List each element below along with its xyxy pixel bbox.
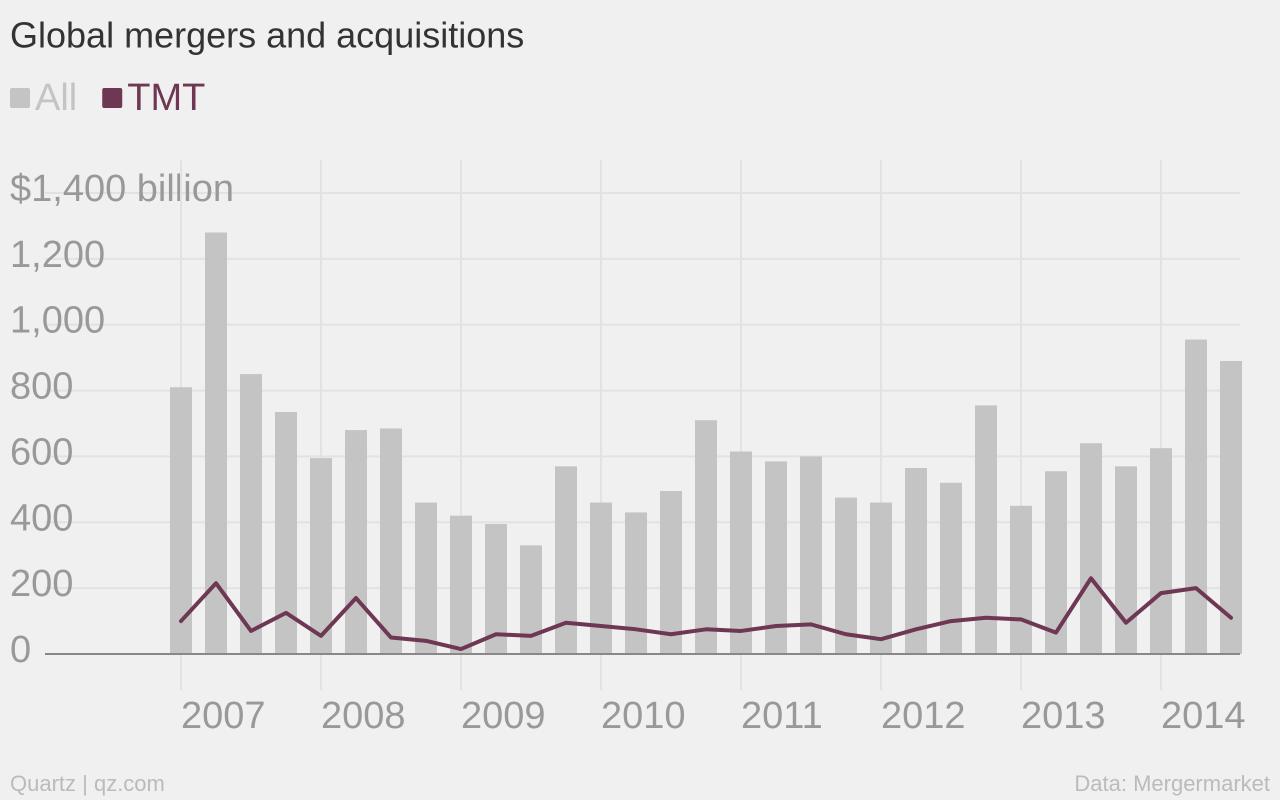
bar [345,430,367,654]
legend-swatch [102,88,123,108]
line [179,576,1233,652]
x-tick-label: 2011 [741,695,823,737]
chart-title: Global mergers and acquisitions [10,15,524,56]
bar [1185,339,1207,654]
bar [940,482,962,654]
source-left: Quartz | qz.com [10,771,165,796]
bar [625,512,647,654]
bar [170,387,192,654]
x-tick-label: 2007 [181,695,266,737]
legend-label: All [35,77,77,119]
bar [415,502,437,654]
bar [1045,471,1067,654]
bar [450,515,472,654]
bar [1010,505,1032,654]
bar [205,232,227,654]
bar [800,456,822,654]
x-tick-label: 2013 [1021,695,1106,737]
bar [660,491,682,654]
bar [835,497,857,654]
legend-label: TMT [127,77,205,119]
bar [1080,443,1102,654]
bar [555,466,577,654]
bar [275,411,297,654]
y-tick-label: 800 [10,366,73,408]
x-tick-label: 2009 [461,695,546,737]
bar [695,420,717,654]
y-tick-label: 1,000 [10,300,105,342]
y-tick-label: 400 [10,497,73,539]
bar [905,467,927,654]
bar [240,374,262,654]
bar [590,502,612,654]
bar [765,461,787,654]
x-tick-label: 2012 [881,695,966,737]
bar [380,428,402,654]
y-tick-label: 1,200 [10,234,105,276]
bar [1115,466,1137,654]
y-tick-label: 600 [10,431,73,473]
y-tick-label: 0 [10,629,31,671]
y-tick-label: $1,400 billion [10,168,234,210]
x-tick-label: 2008 [321,695,406,737]
bar [975,405,997,654]
bar [870,502,892,654]
bar [485,523,507,654]
legend-swatch [10,88,30,108]
x-tick-label: 2014 [1161,695,1246,737]
bar [730,451,752,654]
x-tick-label: 2010 [601,695,686,737]
bar [520,545,542,654]
y-tick-label: 200 [10,563,73,605]
bar [1150,448,1172,654]
bar [1220,360,1242,654]
source-right: Data: Mergermarket [1074,771,1270,796]
bar [310,458,332,654]
